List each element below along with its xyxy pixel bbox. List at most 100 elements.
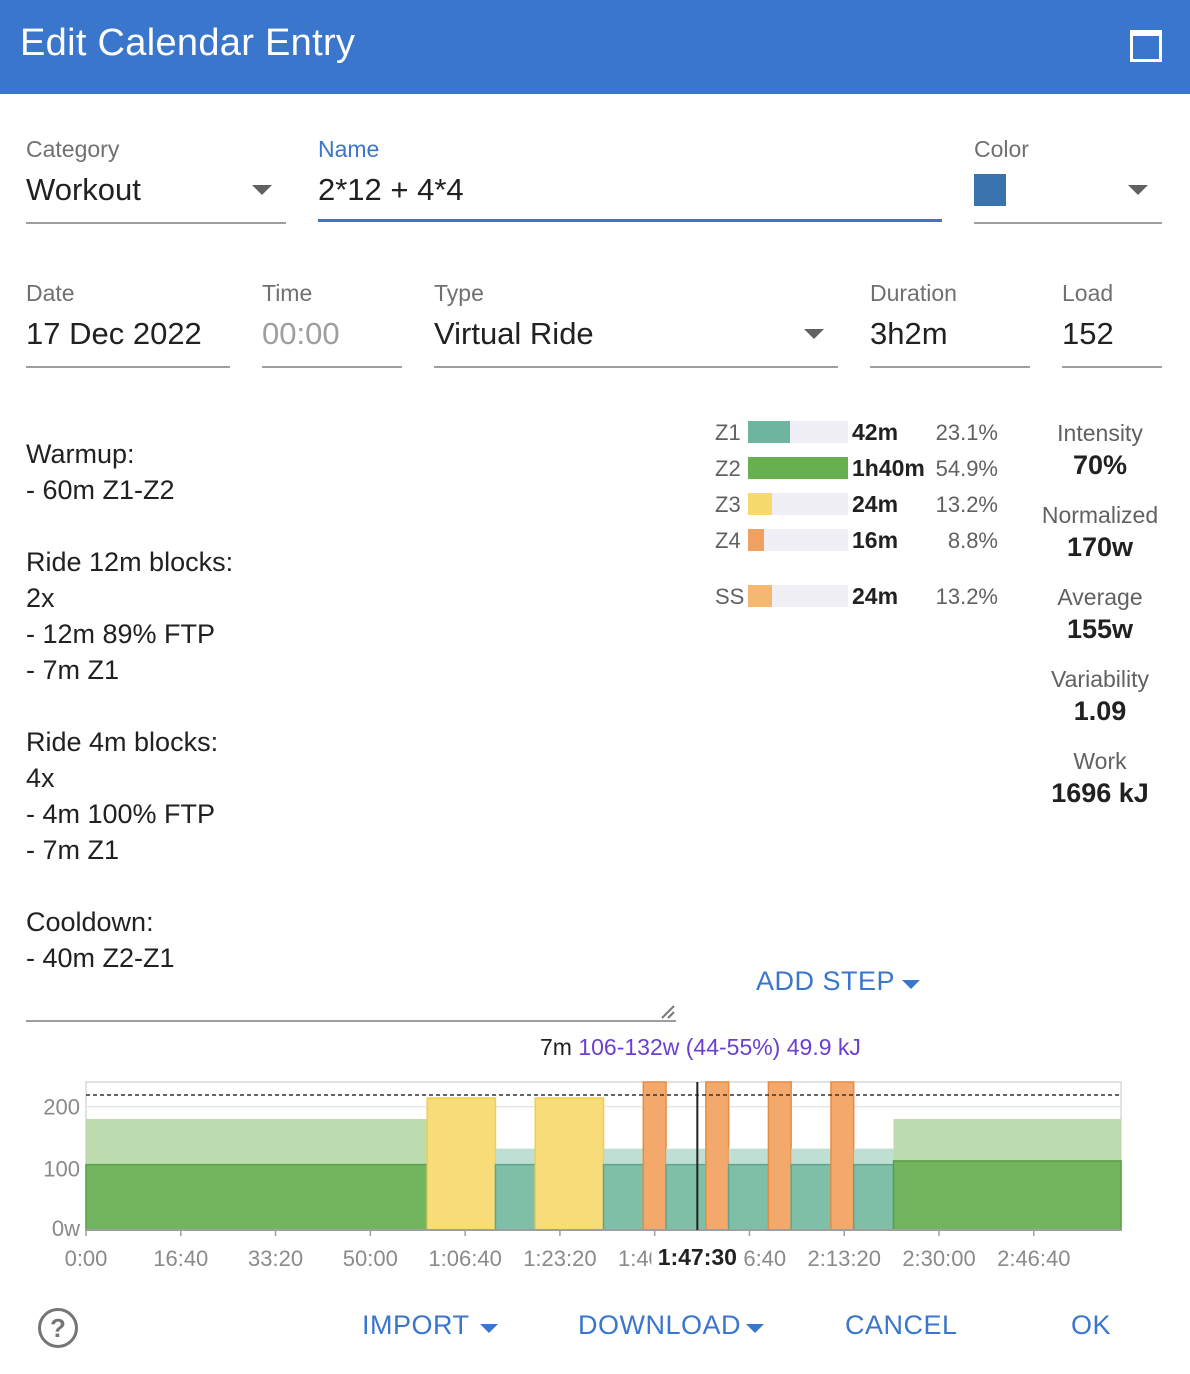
chart-x-tick-label: 33:20: [248, 1246, 303, 1271]
chart-step-bar: [426, 1097, 497, 1231]
chart-step-range: [791, 1148, 831, 1165]
normalized-value: 170w: [1066, 532, 1134, 562]
add-step-label: ADD STEP: [756, 966, 896, 996]
chart-x-tick-label: 2:46:40: [997, 1246, 1070, 1271]
chart-y-tick-label: 100: [43, 1156, 80, 1181]
chart-step-range: [666, 1148, 706, 1165]
chart-step-bar: [852, 1163, 895, 1231]
category-label: Category: [26, 136, 120, 162]
hover-details: 106-132w (44-55%) 49.9 kJ: [578, 1034, 861, 1060]
chart-step-bar: [642, 1081, 667, 1231]
maximize-icon[interactable]: [1130, 30, 1162, 62]
chart-step-bar: [494, 1163, 537, 1231]
zone-time: 1h40m: [852, 455, 925, 481]
name-label: Name: [318, 136, 380, 162]
chart-y-tick-label: 0w: [52, 1216, 80, 1241]
chart-x-tick-label: 50:00: [343, 1246, 398, 1271]
zone-percent: 13.2%: [935, 492, 998, 517]
average-label: Average: [1057, 584, 1143, 610]
chart-step-bar: [602, 1163, 645, 1231]
load-label: Load: [1062, 280, 1114, 306]
date-input[interactable]: 17 Dec 2022: [26, 316, 202, 351]
duration-label: Duration: [870, 280, 957, 306]
zone-bar-fill: [748, 421, 790, 443]
zone-bar-fill: [748, 457, 848, 479]
work-value: 1696 kJ: [1051, 778, 1149, 808]
load-underline: [1062, 366, 1162, 368]
zone-percent: 8.8%: [947, 528, 998, 553]
zone-time: 42m: [852, 419, 899, 445]
time-label: Time: [262, 280, 313, 306]
zone-bar-track: [748, 493, 848, 515]
ok-button[interactable]: OK: [1071, 1310, 1112, 1340]
zone-percent: 23.1%: [935, 420, 998, 445]
download-button[interactable]: DOWNLOAD: [578, 1310, 741, 1341]
name-input[interactable]: 2*12 + 4*4: [318, 172, 464, 207]
name-underline: [318, 219, 942, 222]
sweetspot-label: SS: [715, 584, 745, 609]
chart-cursor-label-bg: [651, 1242, 744, 1272]
sweetspot-bar-fill: [748, 585, 772, 607]
import-dropdown-icon[interactable]: [480, 1324, 498, 1333]
normalized-label: Normalized: [1041, 502, 1159, 528]
download-dropdown-icon[interactable]: [746, 1324, 764, 1333]
cancel-button[interactable]: CANCEL: [845, 1310, 958, 1340]
help-icon[interactable]: ?: [38, 1308, 78, 1348]
zone-time: 24m: [852, 491, 899, 517]
category-dropdown-icon[interactable]: [252, 185, 272, 195]
zone-label: Z2: [715, 456, 741, 481]
zone-label: Z3: [715, 492, 741, 517]
sweetspot-bar-track: [748, 585, 848, 607]
chart-step-bar: [790, 1163, 832, 1231]
chart-step-range: [86, 1119, 428, 1165]
chart-step-range: [728, 1148, 769, 1165]
time-underline: [262, 366, 402, 368]
zone-label: Z4: [715, 528, 741, 553]
intensity-value: 70%: [1072, 450, 1128, 480]
average-value: 155w: [1066, 614, 1134, 644]
type-label: Type: [434, 280, 484, 306]
resize-handle-icon[interactable]: [660, 1004, 676, 1020]
date-underline: [26, 366, 230, 368]
chart-step-range: [603, 1148, 644, 1165]
chart-x-tick-label: 2:30:00: [902, 1246, 975, 1271]
chart-step-bar: [830, 1081, 855, 1231]
variability-value: 1.09: [1073, 696, 1127, 726]
duration-underline: [870, 366, 1030, 368]
chart-x-tick-label: 16:40: [153, 1246, 208, 1271]
import-button[interactable]: IMPORT: [362, 1310, 470, 1341]
type-dropdown-icon[interactable]: [804, 329, 824, 339]
color-swatch[interactable]: [974, 174, 1006, 206]
color-dropdown-icon[interactable]: [1128, 185, 1148, 195]
zone-bar-fill: [748, 529, 764, 551]
dialog-title: Edit Calendar Entry: [20, 22, 356, 64]
zone-percent: 54.9%: [935, 456, 998, 481]
chart-step-bar: [85, 1163, 428, 1231]
duration-input[interactable]: 3h2m: [870, 316, 948, 351]
chart-step-bar: [892, 1160, 1122, 1231]
chart-step-bar: [534, 1097, 605, 1231]
sweetspot-time: 24m: [852, 583, 899, 609]
hover-duration: 7m: [540, 1034, 572, 1060]
add-step-button[interactable]: ADD STEP: [756, 966, 895, 997]
add-step-dropdown-icon[interactable]: [902, 980, 920, 989]
chart-x-tick-label: 1:06:40: [428, 1246, 501, 1271]
category-select[interactable]: Workout: [26, 172, 141, 207]
chart-step-range: [495, 1148, 536, 1165]
date-label: Date: [26, 280, 75, 306]
step-hover-info: 7m 106-132w (44-55%) 49.9 kJ: [540, 1034, 861, 1061]
chart-y-tick-label: 200: [43, 1095, 80, 1120]
chart-step-range: [853, 1148, 894, 1165]
type-underline: [434, 366, 838, 368]
description-textarea[interactable]: Warmup: - 60m Z1-Z2 Ride 12m blocks: 2x …: [26, 439, 234, 973]
zone-time: 16m: [852, 527, 899, 553]
chart-step-bar: [665, 1163, 707, 1231]
color-underline: [974, 222, 1162, 224]
type-select[interactable]: Virtual Ride: [434, 316, 594, 351]
time-input[interactable]: 00:00: [262, 316, 340, 351]
chart-x-tick-label: 0:00: [65, 1246, 108, 1271]
workout-chart[interactable]: 200 100 0w 0:00 16:40 33:20 50:00 1:06:40 1:23:2…: [0, 1070, 1190, 1290]
zone-bar-track: [748, 529, 848, 551]
load-input[interactable]: 152: [1062, 316, 1114, 351]
zone-label: Z1: [715, 420, 741, 445]
